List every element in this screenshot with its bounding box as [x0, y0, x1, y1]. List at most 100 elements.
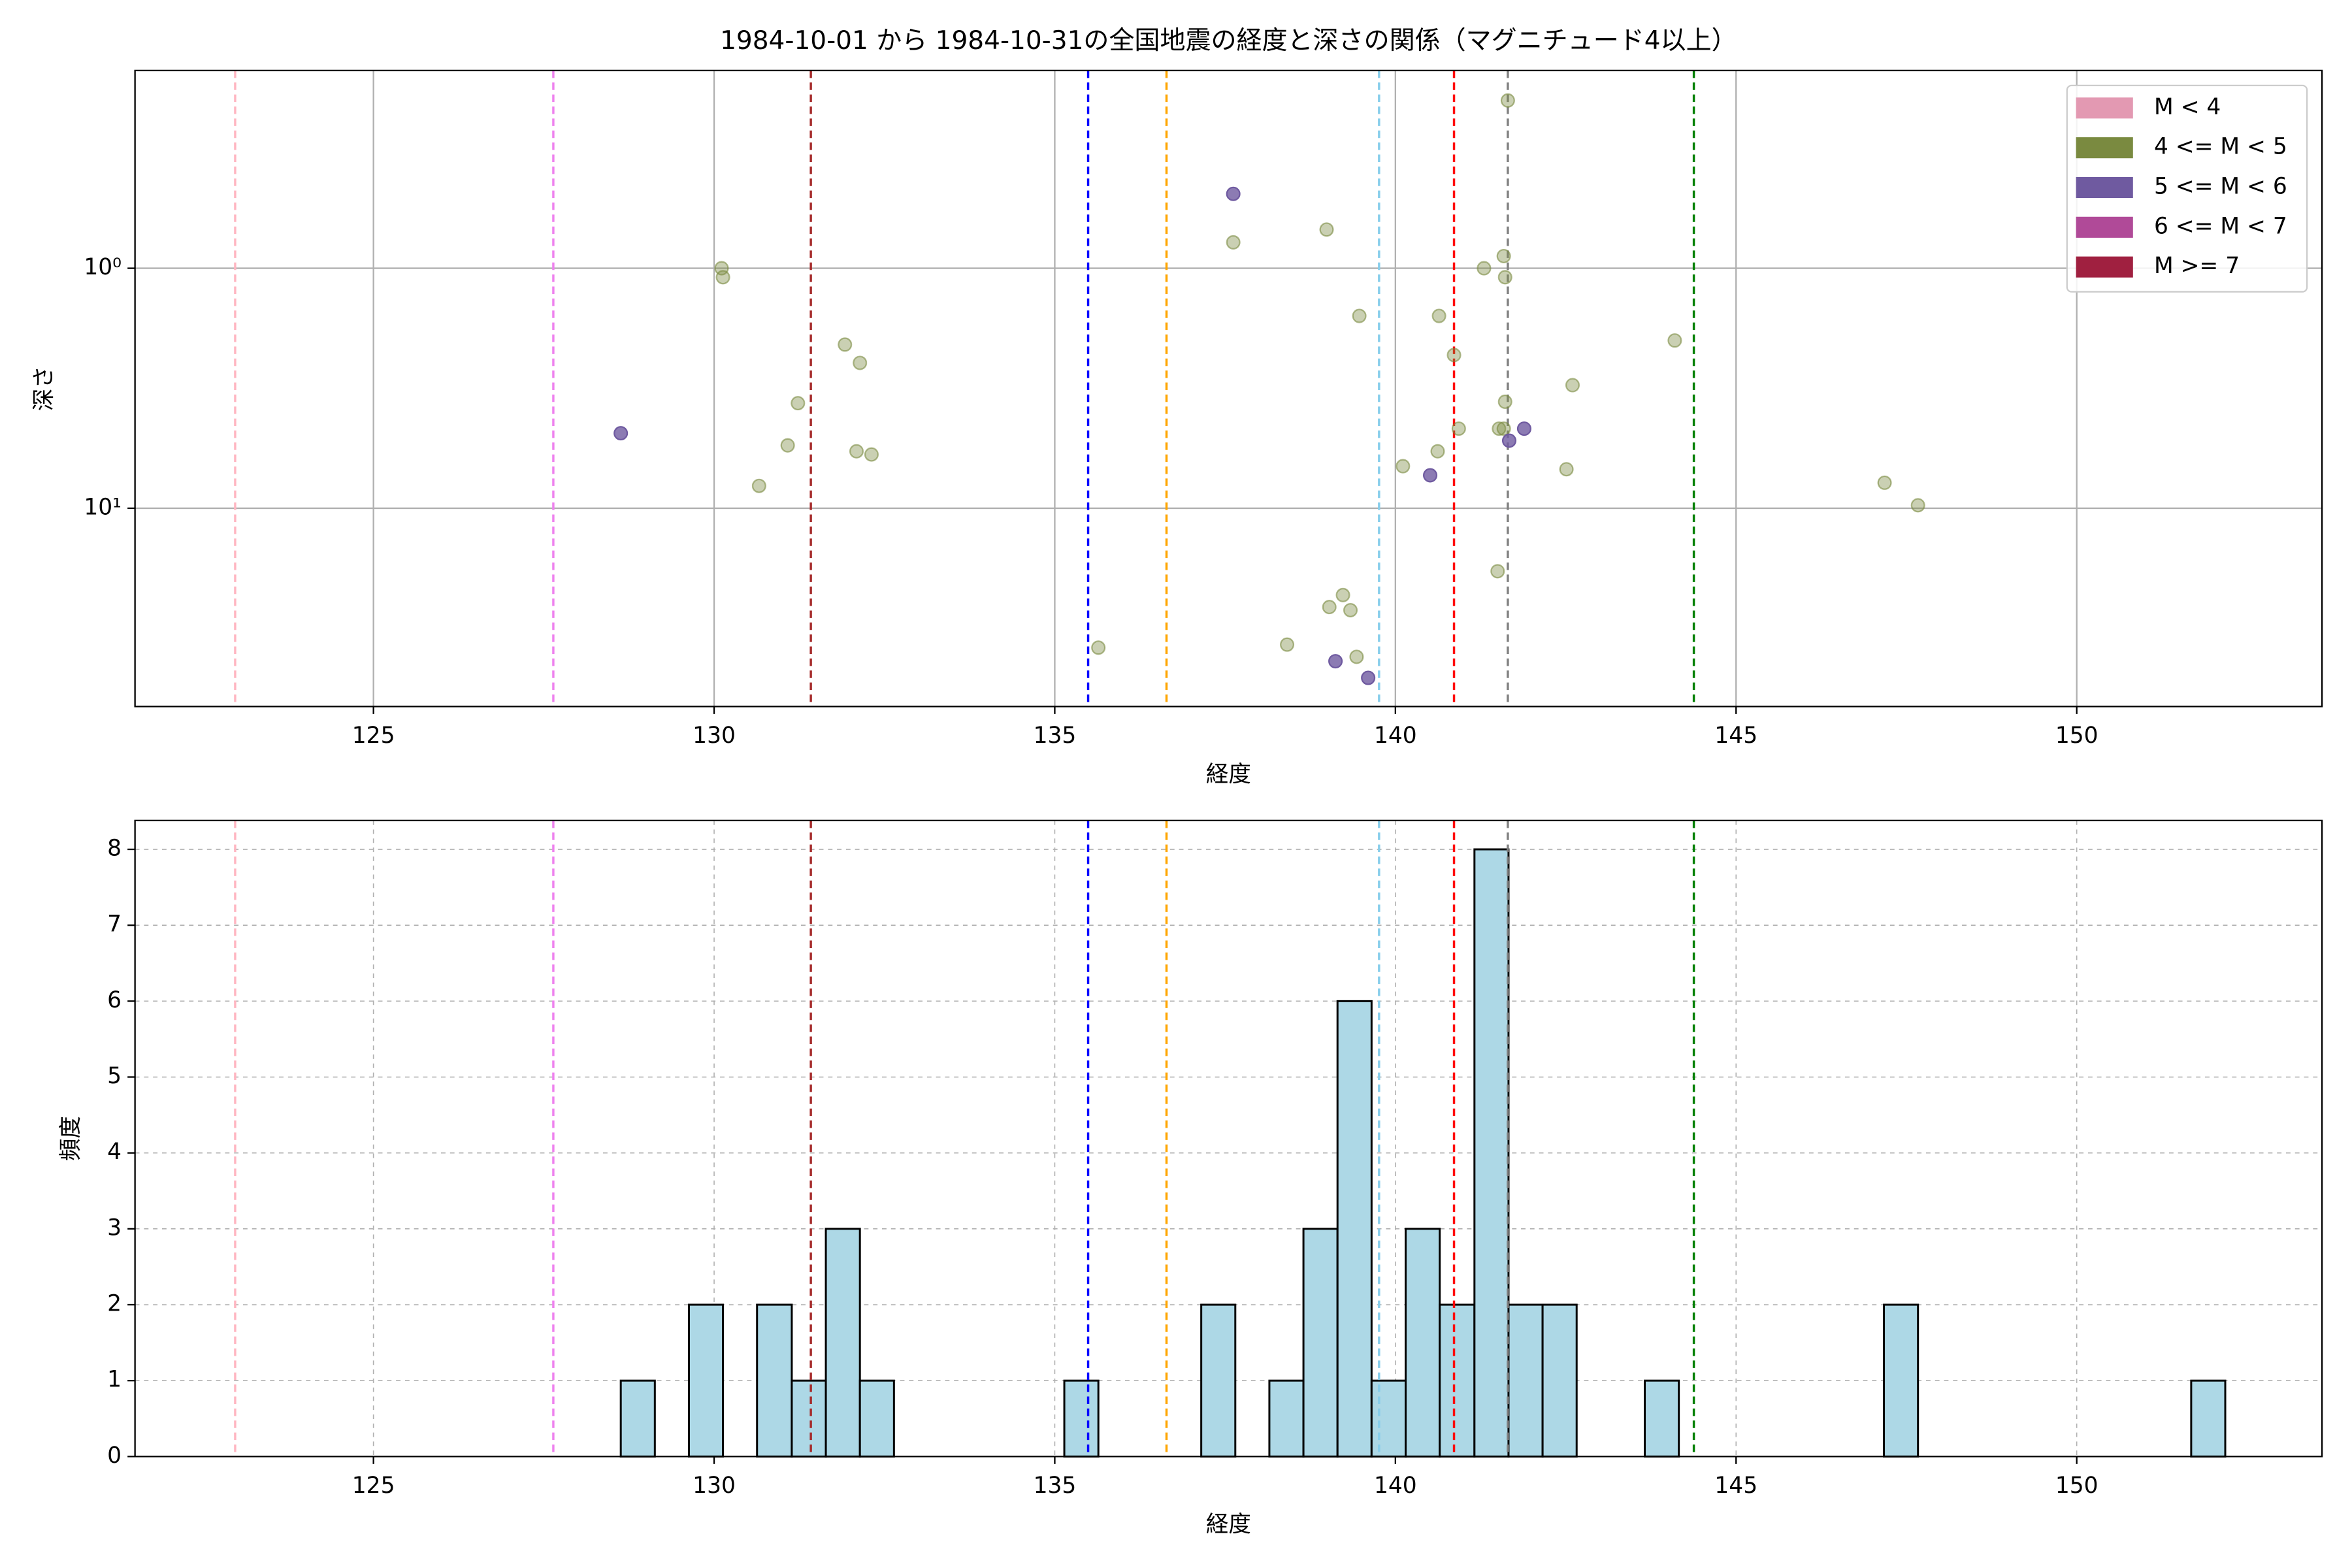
x-tick-label: 135: [1034, 723, 1077, 749]
histogram-bar: [825, 1228, 861, 1458]
y-tick-label: 6: [107, 987, 122, 1013]
scatter-point: [1501, 433, 1517, 448]
x-tick-label: 140: [1374, 1473, 1417, 1499]
scatter-point: [1423, 468, 1438, 483]
scatter-point: [1446, 348, 1462, 363]
histogram-bar: [1302, 1228, 1339, 1458]
scatter-point: [613, 426, 629, 441]
x-tick-label: 145: [1714, 1473, 1757, 1499]
scatter-point: [1226, 235, 1241, 250]
x-tick-label: 140: [1374, 723, 1417, 749]
legend-label: 5 <= M < 6: [2154, 173, 2287, 199]
legend-swatch: [2076, 216, 2133, 238]
histogram-bar: [619, 1379, 656, 1458]
plot-frame: [134, 69, 2323, 708]
scatter-point: [1477, 261, 1492, 276]
histogram-bar: [687, 1303, 725, 1458]
legend-swatch: [2076, 256, 2133, 278]
y-axis-label: 頻度: [58, 1116, 84, 1161]
histogram-bar: [1541, 1303, 1578, 1458]
y-tick-label: 10¹: [84, 494, 122, 520]
scatter-point: [1559, 462, 1574, 477]
scatter-point: [1343, 602, 1358, 618]
histogram-bar: [1644, 1379, 1680, 1458]
scatter-point: [1497, 394, 1512, 409]
y-tick-label: 3: [107, 1215, 122, 1241]
x-tick-label: 130: [693, 1473, 736, 1499]
histogram-bar: [1507, 1303, 1544, 1458]
chart-title: 1984-10-01 から 1984-10-31の全国地震の経度と深さの関係（マ…: [720, 26, 1737, 56]
scatter-point: [1319, 222, 1334, 237]
scatter-point: [1328, 654, 1343, 669]
x-axis-label: 経度: [1206, 1511, 1251, 1537]
y-tick-label: 4: [107, 1139, 122, 1165]
y-tick-label: 10⁰: [84, 254, 122, 280]
y-tick-label: 1: [107, 1367, 122, 1393]
scatter-point: [1497, 270, 1512, 285]
legend-swatch: [2076, 137, 2133, 159]
legend-box: [2066, 84, 2308, 293]
scatter-point: [1490, 564, 1505, 579]
scatter-point: [1280, 637, 1295, 652]
scatter-point: [751, 478, 766, 493]
y-tick-label: 0: [107, 1443, 122, 1469]
scatter-point: [1667, 333, 1682, 348]
scatter-point: [1451, 421, 1466, 436]
scatter-point: [838, 337, 853, 352]
y-axis-label: 深さ: [31, 366, 57, 411]
x-tick-label: 150: [2055, 1473, 2099, 1499]
y-tick-label: 8: [107, 836, 122, 862]
histogram-bar: [1063, 1379, 1100, 1458]
legend-swatch: [2076, 97, 2133, 119]
histogram-bar: [1404, 1228, 1441, 1458]
scatter-point: [1500, 93, 1515, 108]
scatter-point: [1910, 498, 1925, 513]
x-tick-label: 150: [2055, 723, 2099, 749]
histogram-bar: [1336, 1000, 1373, 1458]
scatter-point: [1396, 459, 1411, 474]
histogram-bar: [791, 1379, 827, 1458]
histogram-bar: [2190, 1379, 2227, 1458]
scatter-point: [864, 447, 879, 462]
x-tick-label: 145: [1714, 723, 1757, 749]
histogram-bar: [858, 1379, 895, 1458]
legend-label: M < 4: [2154, 94, 2221, 120]
x-axis-label: 経度: [1206, 761, 1251, 787]
x-tick-label: 125: [352, 1473, 395, 1499]
histogram-bar: [1268, 1379, 1305, 1458]
scatter-point: [791, 396, 806, 411]
scatter-point: [1496, 248, 1511, 264]
scatter-point: [780, 438, 795, 453]
scatter-point: [1496, 421, 1511, 436]
scatter-point: [853, 355, 868, 370]
histogram-bar: [1883, 1303, 1919, 1458]
y-tick-label: 2: [107, 1291, 122, 1317]
scatter-point: [1361, 670, 1376, 685]
scatter-point: [1349, 649, 1364, 664]
scatter-point: [1226, 186, 1241, 201]
legend-label: 4 <= M < 5: [2154, 134, 2287, 160]
scatter-point: [1352, 308, 1367, 323]
scatter-point: [1335, 587, 1350, 602]
scatter-point: [1565, 378, 1580, 393]
scatter-point: [1877, 475, 1892, 490]
scatter-point: [1322, 600, 1337, 615]
legend-label: M >= 7: [2154, 253, 2240, 279]
scatter-point: [1431, 308, 1446, 323]
scatter-point: [715, 270, 730, 285]
scatter-point: [1492, 421, 1507, 436]
scatter-point: [1091, 640, 1106, 655]
legend-swatch: [2076, 176, 2133, 199]
histogram-bar: [1473, 848, 1510, 1458]
y-tick-label: 5: [107, 1063, 122, 1089]
scatter-point: [1430, 444, 1445, 459]
plot-frame: [134, 819, 2323, 1458]
scatter-point: [849, 444, 864, 459]
histogram-bar: [1200, 1303, 1237, 1458]
x-tick-label: 135: [1034, 1473, 1077, 1499]
scatter-point: [1516, 421, 1531, 436]
x-tick-label: 125: [352, 723, 395, 749]
histogram-bar: [756, 1303, 793, 1458]
